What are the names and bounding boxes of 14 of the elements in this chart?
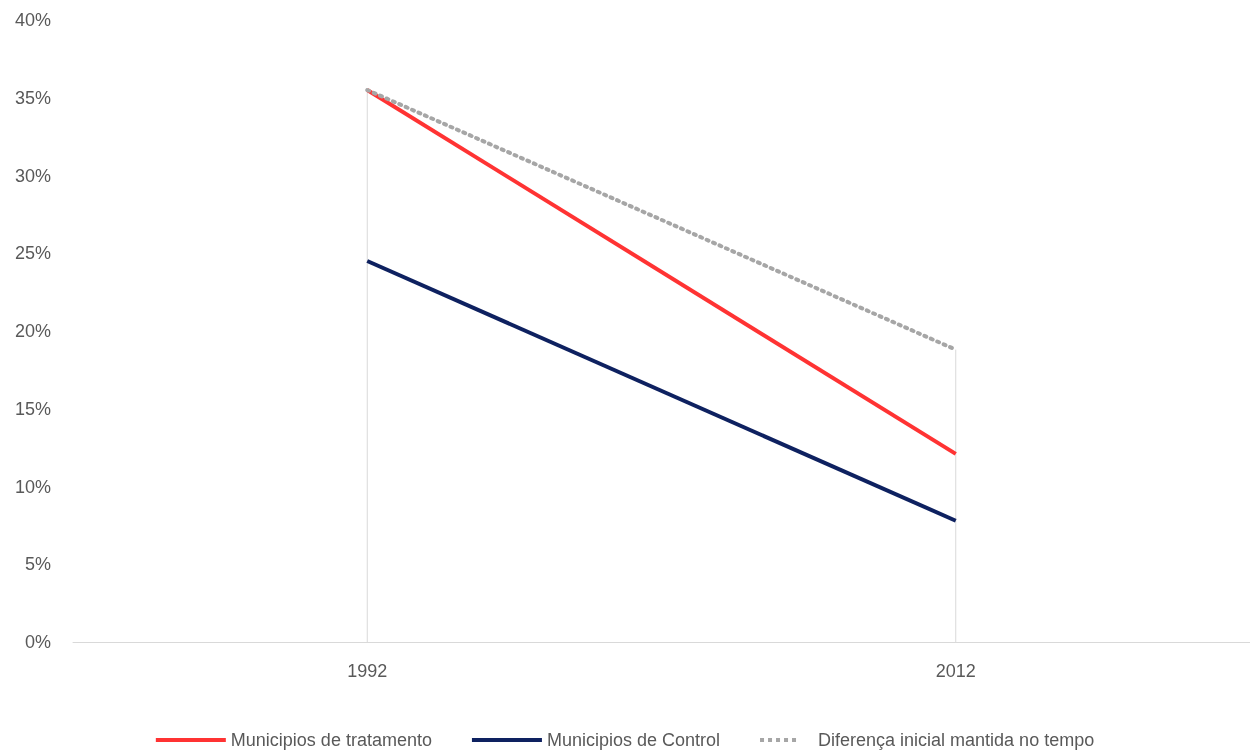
y-tick-label: 5% [24,554,51,575]
y-tick-label: 0% [24,632,51,652]
legend-label: Municipios de Control [546,730,721,750]
y-tick-label: 20% [14,321,51,341]
y-tick-label: 35% [14,87,51,108]
x-tick-label: 2012 [935,661,976,681]
y-tick-label: 30% [14,165,51,186]
x-tick-label: 1992 [347,661,388,681]
legend-label: Municipios de tratamento [230,730,432,750]
y-tick-label: 15% [14,398,51,419]
y-tick-label: 25% [14,243,51,264]
y-tick-label: 40% [14,10,51,30]
legend-label: Diferença inicial mantida no tempo [818,730,1095,750]
y-tick-label: 10% [14,476,51,497]
